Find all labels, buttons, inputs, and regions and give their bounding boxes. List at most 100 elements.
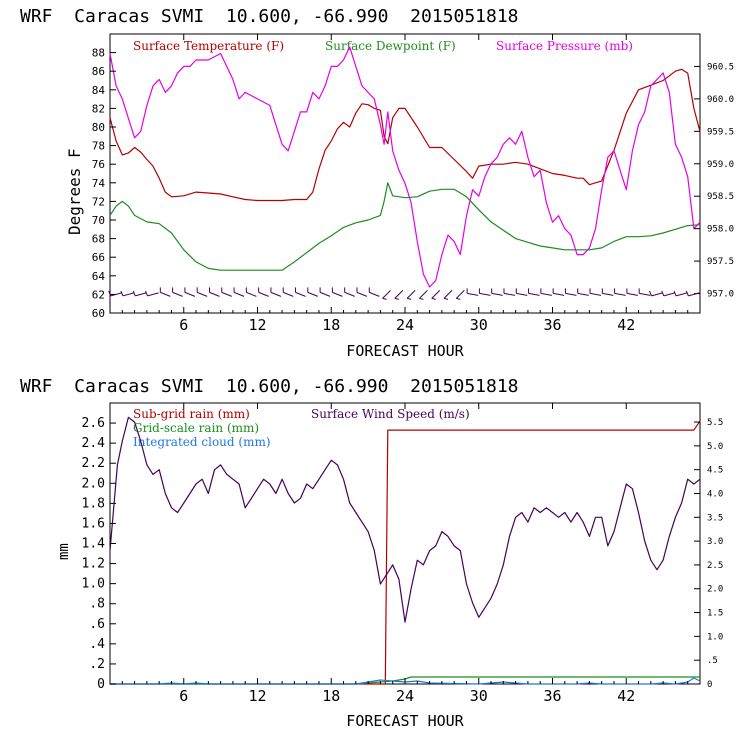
wind-barb: [456, 290, 464, 299]
wind-barb: [407, 290, 415, 299]
y-axis-label: Degrees F: [65, 148, 84, 235]
x-tick-label: 18: [322, 316, 340, 334]
wind-barb: [369, 287, 379, 296]
wind-barb: [296, 287, 306, 296]
legend-sub-grid-rain: Sub-grid rain (mm): [133, 407, 250, 421]
temperature-pressure-panel: WRF Caracas SVMI 10.600, -66.990 2015051…: [20, 6, 734, 360]
wind-barb: [529, 288, 540, 295]
wind-barb: [222, 287, 232, 296]
x-tick-label: 24: [396, 316, 414, 334]
chart-title: WRF Caracas SVMI 10.600, -66.990 2015051…: [20, 6, 519, 27]
x-axis-label: FORECAST HOUR: [346, 712, 464, 730]
y2-tick-label: 4.5: [707, 466, 723, 476]
wind-barb: [345, 287, 355, 296]
wind-barb: [259, 287, 269, 296]
plot-frame: [110, 34, 700, 313]
y2-tick-label: 958.5: [707, 192, 734, 202]
y2-tick-label: 2.5: [707, 561, 723, 571]
legend-surface-dewpoint: Surface Dewpoint (F): [325, 39, 456, 53]
y-tick-label: 0: [97, 677, 105, 692]
y-tick-label: 84: [92, 84, 106, 97]
wind-barb: [662, 291, 675, 296]
y2-tick-label: 5.5: [707, 418, 723, 428]
y2-tick-label: 5.0: [707, 442, 723, 452]
wind-barb: [283, 287, 293, 296]
wind-barb: [467, 288, 478, 295]
wind-barb: [185, 287, 195, 296]
y-tick-label: 76: [92, 158, 105, 171]
wind-barb: [553, 288, 564, 295]
wind-barb: [320, 287, 330, 296]
y-tick-label: 82: [92, 102, 105, 115]
y2-tick-label: 4.0: [707, 489, 723, 499]
y-tick-label: 68: [92, 233, 105, 246]
y2-tick-label: 960.5: [707, 62, 734, 72]
wind-barb: [133, 291, 146, 296]
wind-barb: [674, 291, 687, 296]
wind-barb: [516, 288, 527, 295]
y-tick-label: 1.4: [82, 537, 106, 552]
y-tick-label: 72: [92, 195, 105, 208]
y2-tick-label: 0: [707, 680, 712, 690]
wind-barb: [504, 288, 515, 295]
y2-tick-label: 960.0: [707, 95, 734, 105]
wind-barb: [234, 287, 244, 296]
wind-barb: [578, 288, 589, 295]
y-tick-label: 70: [92, 214, 105, 227]
y2-tick-label: 1.0: [707, 632, 723, 642]
legend-grid-scale-rain: Grid-scale rain (mm): [133, 421, 259, 435]
chart-title: WRF Caracas SVMI 10.600, -66.990 2015051…: [20, 376, 519, 397]
x-tick-label: 24: [396, 687, 414, 705]
y-tick-label: .2: [89, 657, 105, 672]
wind-barb: [383, 290, 391, 299]
y-tick-label: 86: [92, 65, 105, 78]
wind-barb: [444, 290, 452, 299]
series-line-surface-temperature-f: [110, 69, 700, 200]
x-tick-label: 42: [617, 687, 635, 705]
wind-barb: [479, 288, 490, 295]
y-tick-label: 1.2: [82, 557, 105, 572]
y2-tick-label: 3.0: [707, 537, 723, 547]
y2-tick-label: 958.0: [707, 225, 734, 235]
y2-tick-label: 959.0: [707, 160, 734, 170]
y-tick-label: 1.6: [82, 516, 105, 531]
wind-barb: [271, 287, 281, 296]
series-line-surface-pressure-mb: [110, 47, 700, 287]
wind-barb: [160, 287, 170, 296]
wind-barb: [173, 287, 183, 296]
y-tick-label: 78: [92, 140, 105, 153]
y2-tick-label: .5: [707, 656, 718, 666]
wind-barb: [121, 291, 134, 296]
wind-barb: [209, 287, 219, 296]
wind-barb: [432, 290, 440, 299]
y-tick-label: 64: [92, 270, 106, 283]
y2-tick-label: 959.5: [707, 127, 734, 137]
wind-barb: [686, 291, 699, 296]
legend-surface-wind-speed: Surface Wind Speed (m/s): [311, 407, 470, 421]
wind-barb: [246, 287, 256, 296]
wind-barb: [308, 287, 318, 296]
y-tick-label: 66: [92, 251, 105, 264]
x-tick-label: 18: [322, 687, 340, 705]
y-tick-label: 1.8: [82, 496, 105, 511]
y-tick-label: .6: [89, 617, 105, 632]
wind-barb: [109, 291, 122, 296]
wind-barb: [541, 288, 552, 295]
wind-barb: [419, 290, 427, 299]
y-tick-label: 1.0: [82, 577, 105, 592]
x-tick-label: 30: [470, 316, 488, 334]
y-tick-label: 88: [92, 47, 105, 60]
x-tick-label: 6: [179, 316, 188, 334]
y-tick-label: 2.0: [82, 476, 105, 491]
wind-barb: [615, 288, 626, 295]
wind-barb: [146, 291, 159, 296]
x-axis-label: FORECAST HOUR: [346, 342, 464, 360]
legend-integrated-cloud: Integrated cloud (mm): [133, 435, 271, 449]
wind-barb: [332, 287, 342, 296]
wind-barb: [492, 288, 503, 295]
x-tick-label: 36: [543, 687, 561, 705]
y-tick-label: 60: [92, 307, 105, 320]
wind-barb: [565, 288, 576, 295]
y2-tick-label: 3.5: [707, 513, 723, 523]
y-tick-label: 74: [92, 177, 106, 190]
